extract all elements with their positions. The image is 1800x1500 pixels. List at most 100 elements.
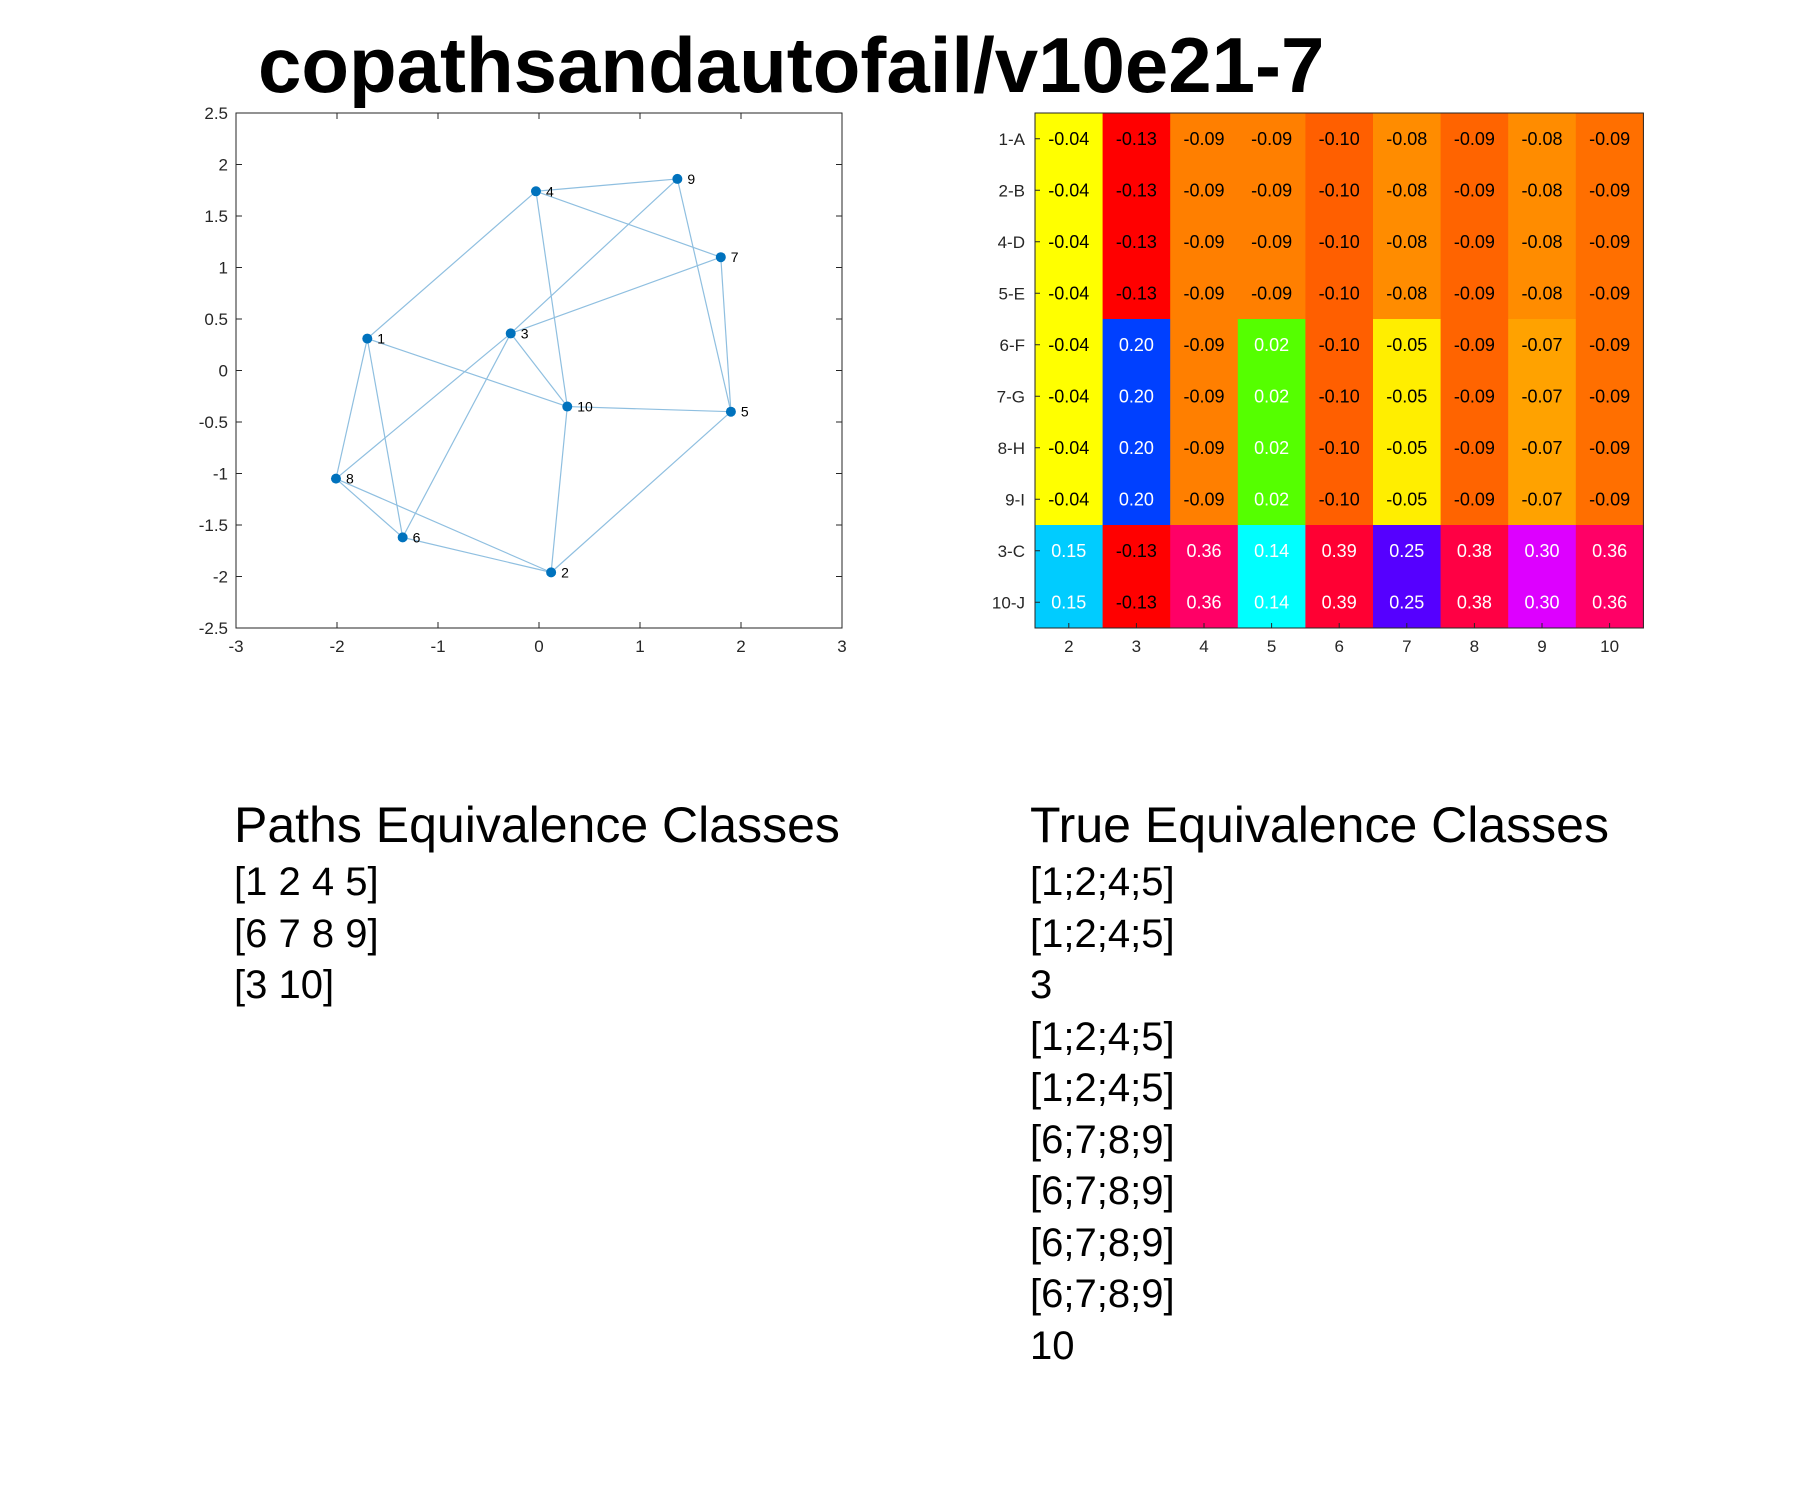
heatmap-cell [1305, 164, 1374, 217]
graph-edge [335, 478, 552, 573]
node-label: 7 [731, 249, 739, 265]
heatmap-cell-value: 0.39 [1322, 592, 1357, 612]
heatmap-cell-value: -0.04 [1048, 180, 1089, 200]
heatmap-cell [1170, 319, 1239, 371]
heatmap-cell-value: -0.09 [1589, 438, 1630, 458]
heatmap-cell-value: -0.09 [1589, 489, 1630, 509]
heatmap-cell [1102, 422, 1171, 474]
node-label: 3 [521, 325, 529, 341]
heatmap-cell-value: 0.20 [1119, 335, 1154, 355]
heatmap-cell [1575, 370, 1644, 423]
heatmap-cell [1373, 164, 1442, 217]
heatmap-cell [1373, 267, 1442, 320]
heatmap-cell-value: 0.14 [1254, 541, 1289, 561]
heatmap-cell-value: -0.09 [1589, 180, 1630, 200]
heatmap-cell-value: -0.08 [1386, 129, 1427, 149]
heatmap-cell-value: -0.09 [1183, 283, 1224, 303]
heatmap-cell [1237, 319, 1306, 371]
x-tick-label: -2 [329, 637, 344, 656]
true-class-line: [6;7;8;9] [1030, 1117, 1175, 1162]
node-label: 4 [546, 183, 554, 199]
heatmap-cell-value: -0.07 [1521, 386, 1562, 406]
row-label: 3-C [998, 542, 1025, 561]
node-label: 1 [377, 331, 385, 347]
heatmap-cell [1237, 267, 1306, 320]
heatmap-cell-value: 0.20 [1119, 438, 1154, 458]
heatmap-cell [1035, 267, 1104, 320]
heatmap-cell-value: -0.09 [1251, 283, 1292, 303]
heatmap-cell-value: -0.09 [1589, 129, 1630, 149]
heatmap-cell [1102, 319, 1171, 371]
heatmap-cell [1508, 473, 1577, 526]
graph-edge [535, 191, 568, 407]
node-label: 2 [561, 564, 569, 580]
heatmap-cell-value: -0.09 [1183, 386, 1224, 406]
column-label: 7 [1402, 637, 1411, 656]
graph-edge [676, 178, 732, 412]
x-tick-label: 3 [837, 637, 846, 656]
paths-class-line: [1 2 4 5] [234, 860, 379, 904]
heatmap-cell-value: 0.02 [1254, 438, 1289, 458]
heatmap-cell [1170, 216, 1239, 268]
heatmap-cell-value: -0.13 [1116, 541, 1157, 561]
graph-edge [550, 406, 568, 573]
row-label: 5-E [999, 284, 1025, 303]
heatmap-cell-value: -0.07 [1521, 335, 1562, 355]
y-tick-label: -2 [213, 568, 228, 587]
heatmap-cell [1440, 267, 1509, 320]
heatmap-cell [1305, 113, 1374, 165]
y-tick-label: 1 [219, 259, 228, 278]
heatmap-cell-value: 0.02 [1254, 386, 1289, 406]
heatmap-cell-value: 0.36 [1592, 592, 1627, 612]
heatmap-cell-value: -0.09 [1589, 386, 1630, 406]
heatmap-cell [1373, 525, 1442, 577]
heatmap-cell [1237, 216, 1306, 268]
paths-class-line: [6 7 8 9] [234, 911, 379, 956]
graph-edge [535, 178, 678, 192]
heatmap-cell-value: 0.36 [1592, 541, 1627, 561]
graph-node [505, 328, 516, 339]
true-class-line: 10 [1030, 1323, 1075, 1368]
heatmap-cell [1170, 576, 1239, 629]
heatmap-cell [1575, 473, 1644, 526]
column-label: 5 [1267, 637, 1276, 656]
heatmap-cell-value: -0.13 [1116, 232, 1157, 252]
heatmap-cell-value: -0.09 [1589, 335, 1630, 355]
heatmap-cell-value: -0.09 [1183, 180, 1224, 200]
row-label: 6-F [1000, 336, 1026, 355]
heatmap-cell-value: 0.14 [1254, 592, 1289, 612]
heatmap-cell [1440, 473, 1509, 526]
graph-node [397, 532, 408, 543]
graph-node [562, 401, 573, 412]
heatmap-cell [1373, 576, 1442, 629]
graph-node [362, 333, 373, 344]
graph-node [672, 173, 683, 184]
heatmap-cell-value: 0.15 [1051, 541, 1086, 561]
heatmap-cell [1170, 370, 1239, 423]
heatmap-cell-value: 0.02 [1254, 335, 1289, 355]
heatmap-cell-value: -0.10 [1319, 386, 1360, 406]
heatmap-cell-value: -0.09 [1183, 489, 1224, 509]
heatmap-cell [1237, 113, 1306, 165]
heatmap-cell-value: 0.36 [1186, 592, 1221, 612]
heatmap-cell [1035, 164, 1104, 217]
heatmap-cell [1440, 576, 1509, 629]
heatmap-cell-value: -0.08 [1386, 180, 1427, 200]
y-tick-label: 0 [219, 362, 228, 381]
heatmap-cell-value: -0.13 [1116, 129, 1157, 149]
heatmap-cell-value: -0.10 [1319, 232, 1360, 252]
heatmap-cell [1373, 113, 1442, 165]
heatmap-cell-value: -0.09 [1251, 129, 1292, 149]
heatmap-cell [1305, 216, 1374, 268]
heatmap-cell-value: -0.09 [1589, 283, 1630, 303]
heatmap-cell-value: -0.09 [1183, 232, 1224, 252]
y-tick-label: -2.5 [199, 619, 228, 638]
heatmap-cell [1102, 576, 1171, 629]
heatmap-cell-value: 0.02 [1254, 489, 1289, 509]
heatmap-cell [1508, 370, 1577, 423]
heatmap-cell [1373, 473, 1442, 526]
graph-edge [510, 178, 678, 334]
graph-node [546, 567, 557, 578]
